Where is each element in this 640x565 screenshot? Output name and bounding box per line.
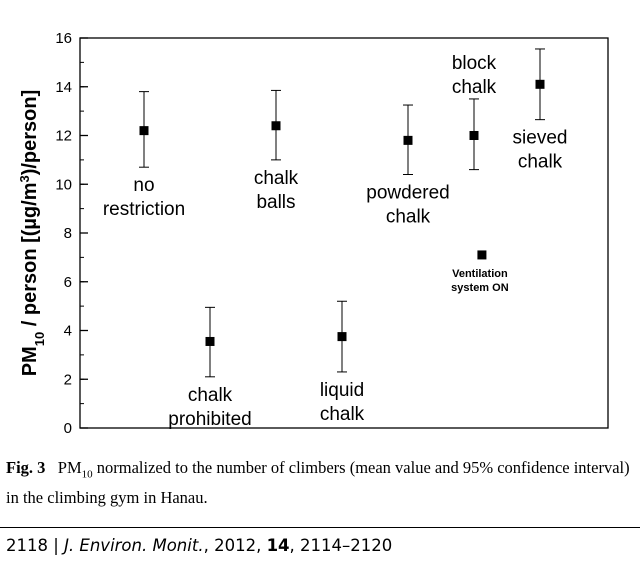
point-label: no	[133, 175, 154, 196]
y-tick-label: 0	[64, 420, 72, 437]
y-tick-label: 4	[64, 323, 72, 340]
point-label: liquid	[320, 380, 364, 401]
caption-fig-label: Fig. 3	[6, 458, 46, 477]
footer-year: 2012,	[214, 536, 262, 555]
data-point	[403, 135, 413, 145]
data-point	[271, 121, 281, 131]
plot-frame	[79, 37, 609, 429]
y-axis-label: PM10 / person [(µg/m3)/person]	[17, 90, 47, 377]
y-tick-label: 14	[55, 79, 72, 96]
footer-rule	[0, 527, 640, 528]
point-label: sieved	[513, 128, 568, 149]
footer-journal: J. Environ. Monit.	[64, 536, 204, 555]
y-tick-label: 2	[64, 371, 72, 388]
data-point	[469, 131, 479, 140]
figure-caption: Fig. 3 PM10 normalized to the number of …	[6, 456, 634, 510]
y-tick-label: 16	[55, 30, 72, 47]
point-label: powdered	[366, 183, 449, 204]
ventilation-label: system ON	[451, 282, 509, 294]
caption-pm-sub: 10	[81, 468, 93, 481]
y-tick-label: 10	[55, 176, 72, 193]
caption-text: normalized to the number of climbers (me…	[6, 458, 630, 508]
point-label: restriction	[103, 199, 185, 220]
y-axis: 0 2 4 6 8 10 12 14 16	[55, 30, 88, 437]
point-label: chalk	[386, 207, 431, 228]
data-point	[535, 79, 545, 89]
chart: 0 2 4 6 8 10 12 14 16 no restriction chalk prohibit…	[17, 30, 609, 437]
y-tick-label: 6	[64, 274, 72, 291]
point-label: balls	[256, 192, 295, 213]
ventilation-point	[477, 250, 487, 260]
point-label: chalk	[320, 404, 365, 425]
footer-volume: 14	[266, 536, 290, 555]
footer-pages: 2114–2120	[300, 536, 393, 555]
footer-page: 2118	[6, 536, 48, 555]
caption-pm: PM	[57, 458, 82, 477]
point-label: chalk	[188, 385, 233, 406]
y-tick-label: 12	[55, 128, 72, 145]
y-tick-label: 8	[64, 225, 72, 242]
point-label: chalk	[254, 168, 299, 189]
point-label: block	[452, 53, 497, 74]
data-point	[205, 336, 215, 346]
footer-separator: |	[53, 536, 59, 555]
page-footer: 2118 | J. Environ. Monit., 2012, 14, 211…	[6, 536, 393, 555]
data-point	[337, 332, 347, 342]
point-label: prohibited	[168, 409, 251, 430]
point-label: chalk	[452, 77, 497, 98]
ventilation-label: Ventilation	[452, 268, 508, 280]
data-marks: no restriction chalk prohibited chalk balls li…	[103, 48, 568, 430]
data-point	[139, 126, 149, 136]
point-label: chalk	[518, 152, 563, 173]
